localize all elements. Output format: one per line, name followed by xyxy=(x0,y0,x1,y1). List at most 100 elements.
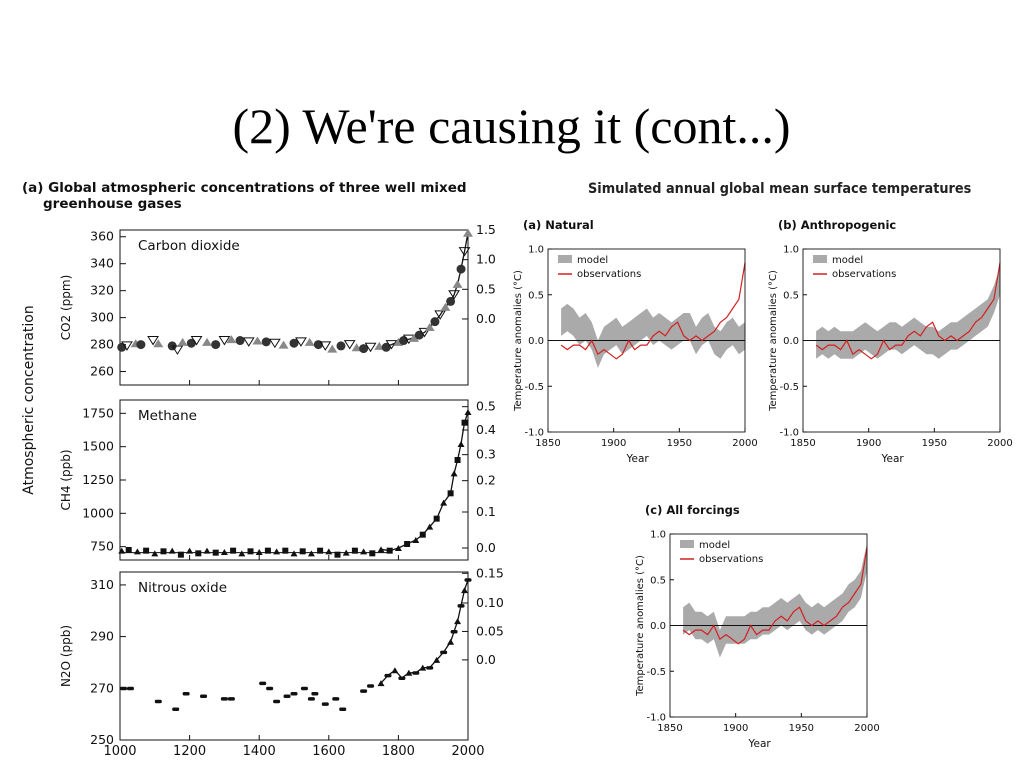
y-tick-label: 0.5 xyxy=(528,290,544,301)
data-point xyxy=(374,341,385,350)
x-tick-label: 1850 xyxy=(657,723,682,734)
data-point xyxy=(133,548,141,555)
data-point xyxy=(153,339,164,348)
data-point xyxy=(226,335,237,344)
y-tick-label: 1.0 xyxy=(650,530,666,541)
atmospheric-concentration-label: Atmospheric concentration xyxy=(21,305,37,494)
x-tick-label: 1950 xyxy=(922,438,947,449)
data-point xyxy=(202,337,212,346)
data-point xyxy=(307,550,315,557)
legend-model-swatch xyxy=(558,255,572,263)
data-point xyxy=(266,686,274,691)
data-point xyxy=(398,676,406,680)
y2-tick-label: 0.0 xyxy=(476,652,496,667)
data-point xyxy=(440,499,448,506)
x-tick-label: 2000 xyxy=(854,723,879,734)
y2-tick-label: 0.5 xyxy=(476,281,496,296)
data-point xyxy=(359,344,369,354)
x-tick-label: 1850 xyxy=(790,438,815,449)
panel-title: (a) Natural xyxy=(523,218,594,232)
x-tick-label: 1800 xyxy=(382,744,415,759)
data-point xyxy=(404,541,411,547)
data-point xyxy=(261,337,271,347)
data-point xyxy=(126,686,134,691)
caption-line-2: greenhouse gases xyxy=(43,196,182,212)
panel-label: Nitrous oxide xyxy=(138,580,227,596)
data-point xyxy=(440,650,448,655)
data-point xyxy=(186,547,194,554)
data-point xyxy=(304,337,315,346)
trend-line xyxy=(380,411,469,552)
y-tick-label: 0.5 xyxy=(783,290,799,301)
y-axis-label: Temperature anomalies (°C) xyxy=(635,555,646,697)
data-point xyxy=(433,515,440,522)
legend-observations-label: observations xyxy=(832,269,896,280)
data-point xyxy=(457,441,465,447)
data-point xyxy=(268,338,281,349)
data-point xyxy=(447,638,455,645)
y2-tick-label: 0.05 xyxy=(476,623,504,638)
data-point xyxy=(447,490,454,497)
data-point xyxy=(385,340,398,350)
data-point xyxy=(290,691,298,696)
y2-tick-label: 0.1 xyxy=(476,504,496,519)
data-point xyxy=(461,587,469,594)
panel-frame xyxy=(119,571,469,741)
y-tick-label: 320 xyxy=(90,283,114,298)
data-point xyxy=(321,702,329,706)
data-point xyxy=(295,337,307,347)
data-point xyxy=(384,673,392,678)
data-point xyxy=(405,669,413,676)
y2-tick-label: 0.0 xyxy=(476,540,496,555)
data-point xyxy=(424,323,435,332)
data-point xyxy=(430,317,440,327)
y2-tick-label: 0.3 xyxy=(476,447,496,462)
data-point xyxy=(259,681,267,686)
y-tick-label: 0.0 xyxy=(528,336,544,347)
observations-line xyxy=(560,262,746,360)
y-tick-label: 340 xyxy=(90,256,114,271)
y-tick-label: 300 xyxy=(90,310,114,325)
y-tick-label: 0.0 xyxy=(783,336,799,347)
observations-line xyxy=(682,547,868,645)
data-point xyxy=(327,344,338,353)
data-point xyxy=(289,338,299,348)
y-tick-label: -1.0 xyxy=(779,428,799,439)
slide-title: (2) We're causing it (cont...) xyxy=(232,98,791,154)
y2-tick-label: 0.4 xyxy=(476,422,496,437)
legend-model-label: model xyxy=(832,255,863,266)
data-point xyxy=(360,548,368,555)
y-tick-label: 1750 xyxy=(82,405,114,420)
panel-label: Methane xyxy=(138,408,197,424)
data-point xyxy=(448,290,460,300)
legend-observations-label: observations xyxy=(699,554,763,565)
data-point xyxy=(364,342,377,353)
observations-line xyxy=(815,262,1001,360)
data-point xyxy=(452,279,463,288)
data-point xyxy=(434,310,447,320)
panel-ylabel: CO2 (ppm) xyxy=(59,275,73,341)
data-point xyxy=(118,547,126,554)
y-tick-label: 1500 xyxy=(82,439,114,454)
data-point xyxy=(190,336,203,346)
data-point xyxy=(307,697,315,701)
data-point xyxy=(273,699,281,704)
data-point xyxy=(125,547,132,553)
y-tick-label: -1.0 xyxy=(646,713,666,724)
data-point xyxy=(412,537,420,543)
data-point xyxy=(177,551,184,558)
model-band xyxy=(683,543,867,658)
y-tick-label: 0.5 xyxy=(650,575,666,586)
data-point xyxy=(200,694,208,699)
x-tick-label: 1950 xyxy=(667,438,692,449)
x-axis-label: Year xyxy=(881,453,905,465)
y2-tick-label: 1.0 xyxy=(476,252,496,267)
data-point xyxy=(440,302,451,311)
x-tick-label: 1600 xyxy=(312,744,345,759)
panel-title: (c) All forcings xyxy=(645,503,740,517)
x-axis-label: Year xyxy=(748,738,772,750)
data-point xyxy=(218,336,231,346)
data-point xyxy=(203,547,211,554)
